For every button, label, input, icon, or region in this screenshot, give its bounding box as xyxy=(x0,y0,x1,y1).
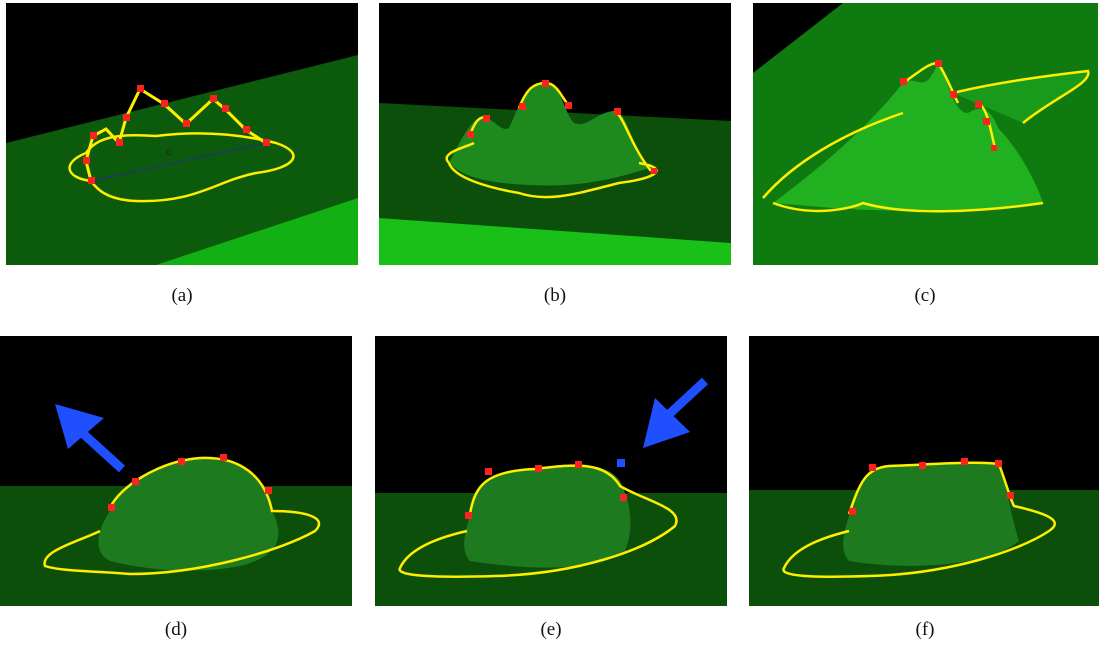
panel-d xyxy=(0,336,352,606)
caption: (a) xyxy=(6,285,358,307)
caption: (c) xyxy=(749,285,1099,307)
caption: (d) xyxy=(0,619,352,641)
caption: (f) xyxy=(749,619,1099,641)
panel-a: c xyxy=(6,3,358,265)
panel-b xyxy=(379,3,731,265)
surface xyxy=(843,463,1019,566)
figure: c xyxy=(0,0,1099,653)
panel-c xyxy=(753,3,1098,265)
caption: (b) xyxy=(379,285,731,307)
panel-f xyxy=(749,336,1099,606)
panel-e xyxy=(375,336,727,606)
target-point xyxy=(617,459,625,467)
annotation: c xyxy=(166,147,172,158)
caption: (e) xyxy=(375,619,727,641)
